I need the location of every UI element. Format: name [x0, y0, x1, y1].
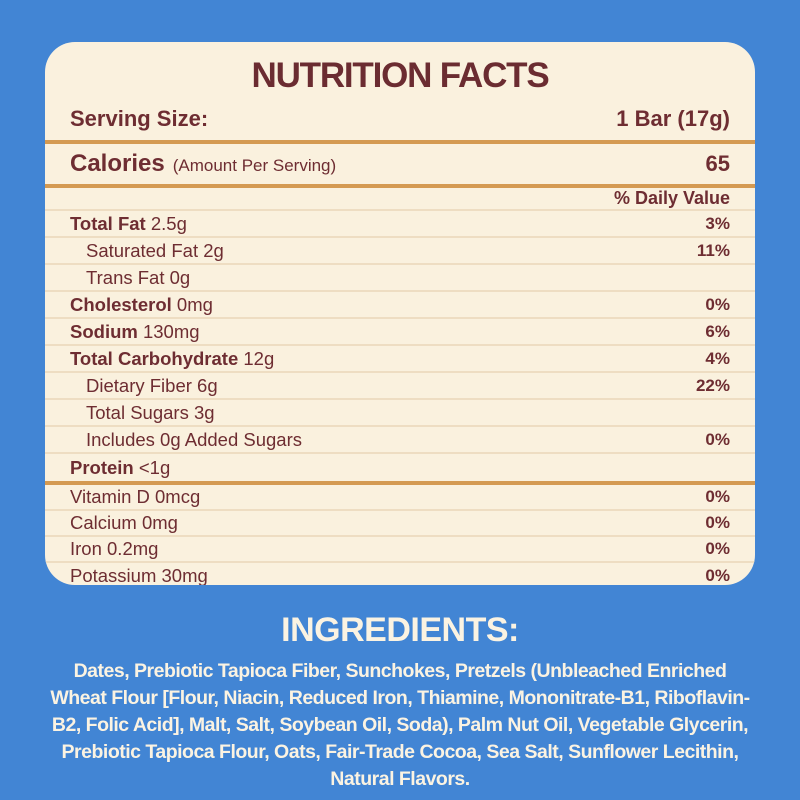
divider	[45, 481, 755, 485]
serving-size-label: Serving Size:	[70, 105, 209, 131]
nutrient-label: Sodium 130mg	[70, 320, 200, 342]
vitamin-label: Vitamin D 0mcg	[70, 486, 201, 507]
nutrient-daily-value: 11%	[696, 240, 730, 260]
divider	[45, 140, 755, 144]
nutrient-row-protein: Protein <1g	[45, 454, 755, 481]
ingredients-section: INGREDIENTS: Dates, Prebiotic Tapioca Fi…	[0, 610, 800, 793]
vitamin-daily-value: 0%	[705, 487, 730, 506]
nutrient-label: Total Fat 2.5g	[70, 212, 187, 234]
nutrient-row-total-fat: Total Fat 2.5g 3%	[45, 211, 755, 238]
vitamin-daily-value: 0%	[705, 566, 730, 585]
serving-size-value: 1 Bar (17g)	[616, 105, 730, 131]
nutrient-label: Includes 0g Added Sugars	[86, 428, 302, 450]
ingredients-title: INGREDIENTS:	[281, 611, 519, 649]
nutrient-label: Trans Fat 0g	[86, 266, 191, 288]
nutrient-label: Protein <1g	[70, 456, 171, 478]
ingredients-text: Dates, Prebiotic Tapioca Fiber, Sunchoke…	[50, 660, 750, 790]
nutrition-facts-title: NUTRITION FACTS	[251, 56, 550, 95]
nutrient-label: Total Carbohydrate 12g	[70, 347, 275, 369]
vitamin-label: Calcium 0mg	[70, 512, 178, 533]
nutrient-row-trans-fat: Trans Fat 0g	[45, 265, 755, 292]
nutrient-row-saturated-fat: Saturated Fat 2g 11%	[45, 238, 755, 265]
nutrient-daily-value: 22%	[695, 375, 730, 395]
nutrition-facts-panel: NUTRITION FACTS Serving Size: 1 Bar (17g…	[45, 42, 755, 585]
vitamin-label: Iron 0.2mg	[70, 538, 159, 559]
vitamin-row-vitamin-d: Vitamin D 0mcg 0%	[45, 485, 755, 511]
daily-value-header: % Daily Value	[45, 188, 755, 211]
calories-label-group: Calories (Amount Per Serving)	[70, 150, 336, 178]
vitamin-label: Potassium 30mg	[70, 565, 208, 585]
nutrient-label: Saturated Fat 2g	[86, 239, 224, 261]
calories-row: Calories (Amount Per Serving) 65	[45, 144, 755, 184]
nutrient-label: Total Sugars 3g	[86, 401, 215, 423]
nutrient-daily-value: 4%	[705, 348, 730, 368]
nutrient-daily-value: 0%	[705, 429, 730, 449]
serving-size-row: Serving Size: 1 Bar (17g)	[45, 97, 755, 140]
vitamin-row-calcium: Calcium 0mg 0%	[45, 511, 755, 537]
calories-note: (Amount Per Serving)	[172, 156, 337, 175]
nutrient-daily-value: 6%	[705, 321, 730, 341]
vitamin-row-potassium: Potassium 30mg 0%	[45, 563, 755, 585]
nutrient-row-added-sugars: Includes 0g Added Sugars 0%	[45, 427, 755, 454]
vitamin-daily-value: 0%	[705, 513, 730, 532]
nutrient-row-total-carbohydrate: Total Carbohydrate 12g 4%	[45, 346, 755, 373]
divider	[45, 184, 755, 188]
vitamin-row-iron: Iron 0.2mg 0%	[45, 537, 755, 563]
nutrient-label: Dietary Fiber 6g	[86, 374, 218, 396]
nutrient-row-sodium: Sodium 130mg 6%	[45, 319, 755, 346]
vitamin-daily-value: 0%	[705, 539, 730, 558]
nutrient-label: Cholesterol 0mg	[70, 293, 213, 315]
calories-value: 65	[705, 151, 730, 176]
calories-label: Calories	[70, 150, 165, 177]
nutrient-row-total-sugars: Total Sugars 3g	[45, 400, 755, 427]
nutrient-row-dietary-fiber: Dietary Fiber 6g 22%	[45, 373, 755, 400]
nutrient-daily-value: 0%	[705, 294, 730, 314]
nutrient-row-cholesterol: Cholesterol 0mg 0%	[45, 292, 755, 319]
nutrient-daily-value: 3%	[705, 213, 730, 233]
